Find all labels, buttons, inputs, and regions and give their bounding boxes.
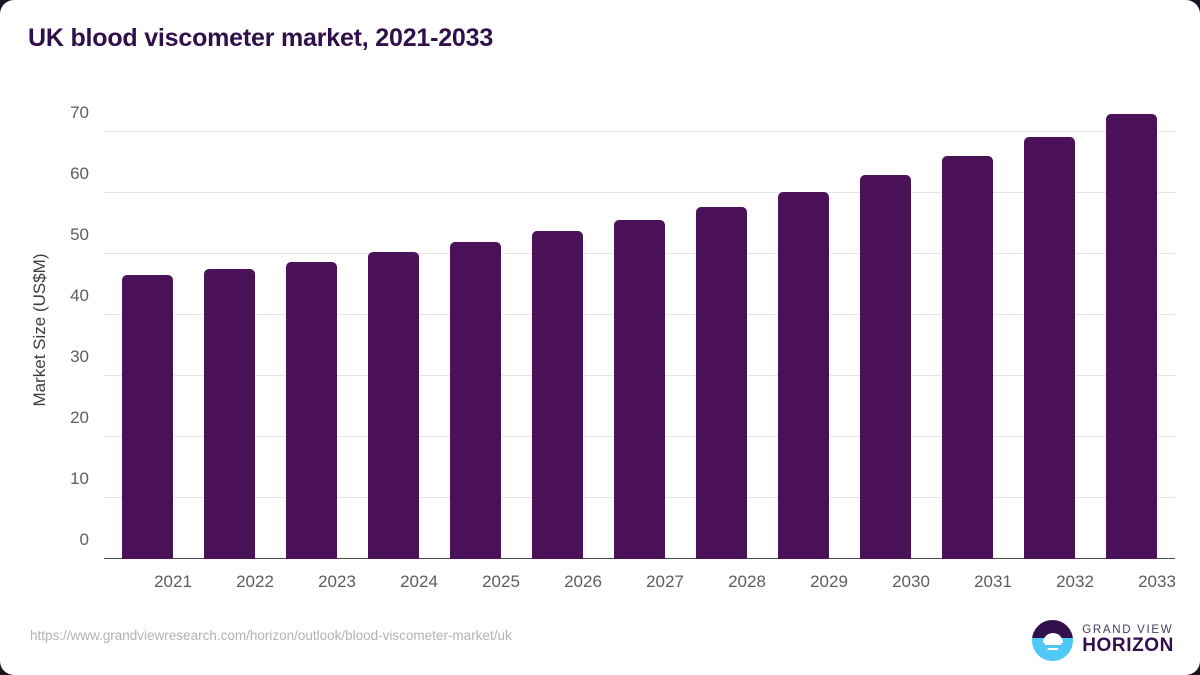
x-axis-tick-label: 2027 [646,572,684,591]
bar-column[interactable] [450,100,501,559]
bar-column[interactable] [368,100,419,559]
bar-column[interactable] [696,100,747,559]
bar[interactable] [204,269,255,559]
y-axis-title: Market Size (US$M) [30,252,49,407]
brand-line-2: HORIZON [1082,635,1174,657]
y-axis-tick-label: 70 [70,103,89,122]
brand-line-1: GRAND VIEW [1082,624,1174,637]
x-axis-tick-label: 2022 [236,572,274,591]
y-axis-tick-label: 50 [70,225,89,244]
bar-column[interactable] [942,100,993,559]
x-axis-tick-label: 2029 [810,572,848,591]
x-axis-tick-label: 2030 [892,572,930,591]
chart-plot-area: Market Size (US$M) 0 10 20 30 40 50 60 70 2021 2… [30,100,1176,591]
bar-column[interactable] [614,100,665,559]
sunrise-circle-icon [1032,620,1074,661]
bar-column[interactable] [1106,100,1157,559]
x-axis-tick-label: 2033 [1138,572,1176,591]
bar[interactable] [122,275,173,559]
x-axis-tick-label: 2021 [154,572,192,591]
y-axis-tick-label: 30 [70,347,89,366]
bar[interactable] [1106,113,1157,559]
bar[interactable] [778,191,829,559]
bar-column[interactable] [778,100,829,559]
y-axis-tick-label: 60 [70,164,89,183]
y-axis-tick-label: 20 [70,408,89,427]
gridline [104,131,1175,132]
bar-series [104,100,1157,559]
x-axis-tick-label: 2023 [318,572,356,591]
bar-column[interactable] [122,100,173,559]
gridline [104,192,1175,193]
bar[interactable] [368,252,419,559]
bar[interactable] [450,242,501,559]
bar-column[interactable] [1024,100,1075,559]
bar[interactable] [860,174,911,559]
bar[interactable] [1024,136,1075,559]
x-axis-tick-label: 2024 [400,572,438,591]
brand-logo[interactable]: GRAND VIEW HORIZON [1032,620,1174,661]
bar-column[interactable] [286,100,337,559]
bar[interactable] [286,261,337,559]
y-axis-tick-label: 10 [70,469,89,488]
x-axis-tick-label: 2032 [1056,572,1094,591]
x-axis-tick-label: 2026 [564,572,602,591]
bar[interactable] [532,231,583,559]
bar[interactable] [942,156,993,559]
page-title: UK blood viscometer market, 2021-2033 [28,24,494,52]
source-url[interactable]: https://www.grandviewresearch.com/horizo… [30,628,512,643]
x-axis-tick-label: 2025 [482,572,520,591]
bar-column[interactable] [532,100,583,559]
x-axis-tick-label: 2031 [974,572,1012,591]
y-axis-tick-label: 0 [79,530,89,549]
y-axis-tick-label: 40 [70,286,89,305]
x-axis-tick-label: 2028 [728,572,766,591]
bar[interactable] [614,219,665,559]
bar-column[interactable] [860,100,911,559]
bar-column[interactable] [204,100,255,559]
brand-wordmark: GRAND VIEW HORIZON [1082,624,1174,657]
bar[interactable] [696,207,747,559]
